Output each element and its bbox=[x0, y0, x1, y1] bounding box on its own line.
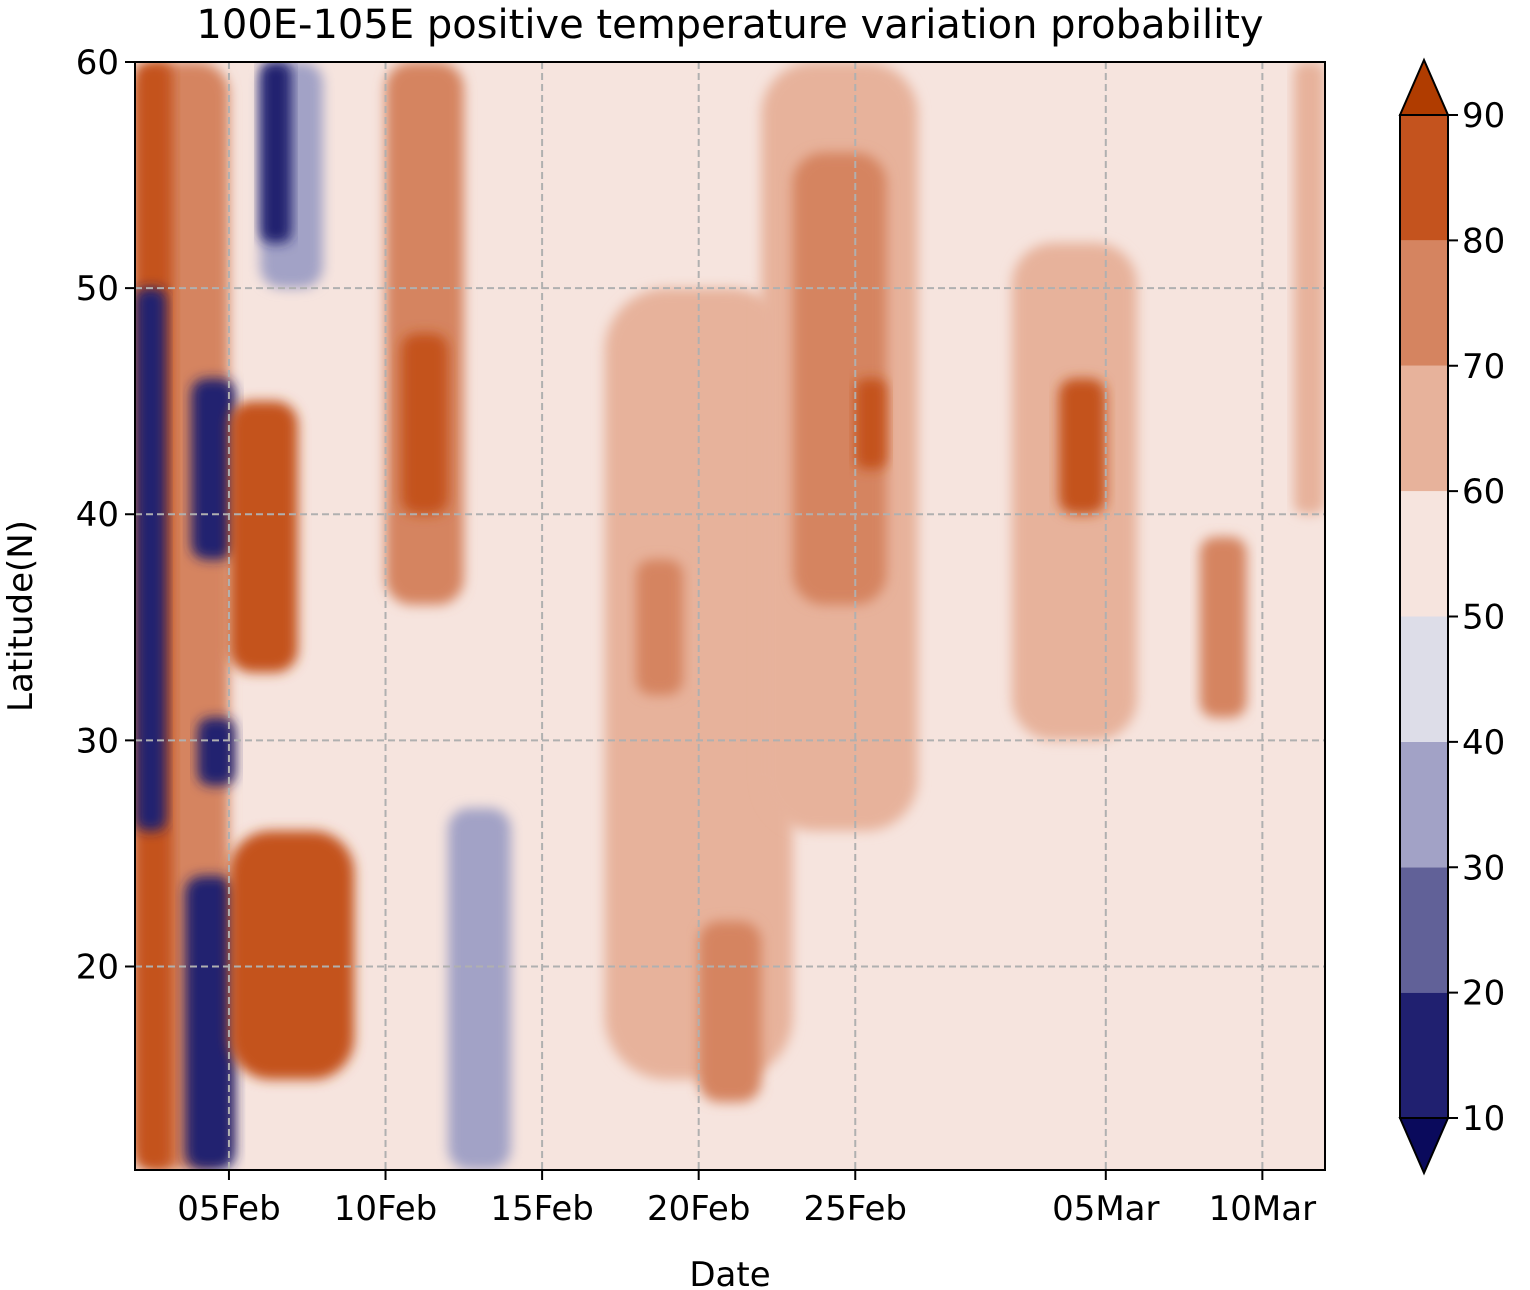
contour-region-20 bbox=[1058, 378, 1106, 515]
colorbar-tick-label: 30 bbox=[1462, 848, 1505, 888]
contour-region-17 bbox=[792, 152, 887, 605]
grid-lines bbox=[135, 62, 1325, 1170]
x-tick-label: 05Mar bbox=[1052, 1189, 1159, 1229]
contour-region-18 bbox=[855, 378, 887, 470]
y-tick-label: 50 bbox=[76, 269, 119, 309]
colorbar-tick-label: 70 bbox=[1462, 347, 1505, 387]
y-tick-label: 40 bbox=[76, 495, 119, 535]
y-axis-label: Latitude(N) bbox=[1, 520, 41, 712]
contour-region-2 bbox=[135, 288, 167, 831]
colorbar-segment bbox=[1400, 240, 1448, 366]
colorbar: 10 20 30 40 50 60 70 80 90 bbox=[1398, 57, 1505, 1176]
contour-region-5 bbox=[197, 717, 236, 786]
y-tick-label: 60 bbox=[76, 43, 119, 83]
contour-region-12 bbox=[448, 808, 511, 1170]
contour-region-21 bbox=[1199, 536, 1247, 718]
colorbar-segment bbox=[1400, 867, 1448, 993]
contour-region-11 bbox=[401, 333, 449, 515]
x-axis-ticks: 05Feb 10Feb 15Feb 20Feb 25Feb 05Mar 10Mar bbox=[177, 1170, 1316, 1229]
y-tick-label: 20 bbox=[76, 947, 119, 987]
contour-region-6 bbox=[228, 401, 298, 673]
colorbar-tick-label: 50 bbox=[1462, 598, 1505, 638]
colorbar-tick-label: 80 bbox=[1462, 221, 1505, 261]
colorbar-segment bbox=[1400, 365, 1448, 492]
contour-region-22 bbox=[1293, 62, 1325, 515]
contour-region-4 bbox=[185, 876, 236, 1170]
contour-region-9 bbox=[260, 62, 292, 243]
colorbar-segment bbox=[1400, 992, 1448, 1118]
y-axis-ticks: 20 30 40 50 60 bbox=[76, 43, 135, 987]
x-tick-label: 10Feb bbox=[334, 1189, 437, 1229]
x-tick-label: 05Feb bbox=[177, 1189, 280, 1229]
colorbar-segment bbox=[1400, 491, 1448, 617]
x-tick-label: 10Mar bbox=[1209, 1189, 1316, 1229]
colorbar-segment bbox=[1400, 616, 1448, 742]
contour-region-15 bbox=[698, 921, 762, 1103]
x-axis-label: Date bbox=[689, 1255, 770, 1290]
contour-field bbox=[135, 62, 1325, 1170]
chart-title: 100E-105E positive temperature variation… bbox=[196, 2, 1263, 48]
colorbar-tick-label: 60 bbox=[1462, 472, 1505, 512]
x-tick-label: 15Feb bbox=[490, 1189, 593, 1229]
colorbar-segment bbox=[1400, 741, 1448, 868]
contour-region-14 bbox=[636, 559, 684, 696]
colorbar-segment bbox=[1400, 115, 1448, 241]
colorbar-extend-min bbox=[1398, 1117, 1450, 1176]
colorbar-tick-label: 90 bbox=[1462, 96, 1505, 136]
colorbar-extend-max bbox=[1398, 57, 1450, 116]
colorbar-tick-label: 40 bbox=[1462, 723, 1505, 763]
plot-frame bbox=[134, 61, 1326, 1171]
x-tick-label: 20Feb bbox=[647, 1189, 750, 1229]
contour-region-7 bbox=[228, 830, 355, 1080]
plot-area: 05Feb 10Feb 15Feb 20Feb 25Feb 05Mar 10Mar 20 30… bbox=[76, 43, 1326, 1229]
colorbar-tick-label: 20 bbox=[1462, 974, 1505, 1014]
colorbar-tick-label: 10 bbox=[1462, 1099, 1505, 1139]
y-tick-label: 30 bbox=[76, 721, 119, 761]
x-tick-label: 25Feb bbox=[804, 1189, 907, 1229]
